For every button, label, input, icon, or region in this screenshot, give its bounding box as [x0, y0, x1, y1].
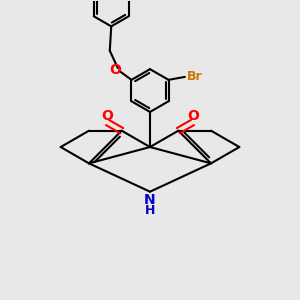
Text: O: O: [109, 63, 121, 77]
Text: N: N: [144, 193, 156, 207]
Text: Br: Br: [187, 70, 203, 83]
Text: O: O: [101, 109, 113, 123]
Text: H: H: [145, 204, 155, 217]
Text: O: O: [187, 109, 199, 123]
